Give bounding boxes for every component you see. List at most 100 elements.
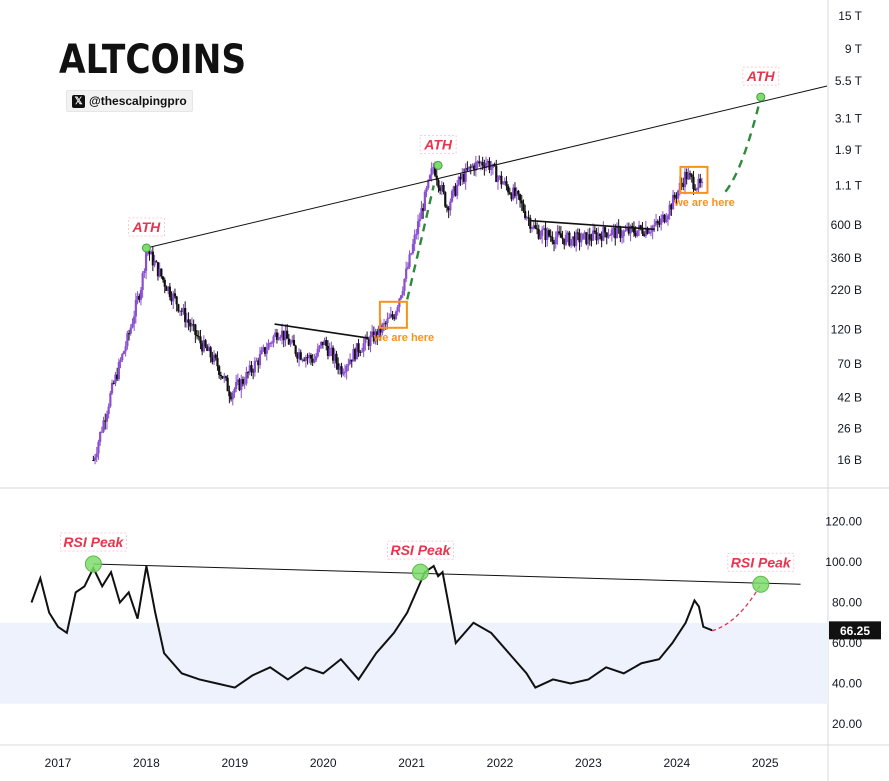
candle-body [631,225,634,228]
candle-body [673,194,676,198]
ath-marker [141,243,151,253]
candle-body [666,215,670,220]
ath-label-box [127,217,165,237]
candle-body [117,361,120,380]
candle-body [331,347,335,361]
candle-body [148,251,151,255]
candle-body [133,316,136,324]
rsi-peak-label: RSI Peak [390,542,451,558]
candle-body [274,332,277,337]
candle-body [360,351,364,353]
candle-body [282,330,285,341]
candle-body [155,261,158,263]
candle-body [592,230,595,241]
candle-body [675,197,678,199]
candle-body [262,347,265,351]
candle-body [209,347,212,358]
candle-body [389,314,392,318]
candle-body [238,379,241,391]
ath-marker [756,92,766,102]
price-tick-label: 120 B [831,322,862,336]
rsi-peak-label-box [59,532,127,552]
candle-body [658,223,661,225]
candle-body [246,372,250,374]
candle-body [195,334,199,337]
candle-body [418,219,421,222]
rsi-peak-label: RSI Peak [731,554,792,570]
candle-body [603,227,607,233]
rsi-peak-label-box [387,540,454,560]
candle-body [131,323,134,328]
price-tick-label: 1.1 T [835,179,863,193]
candle-body [100,431,103,433]
ath-resistance [146,85,828,249]
candle-body [539,235,542,239]
candle-body [320,341,323,346]
candle-body [263,347,267,354]
candle-body [551,236,554,242]
candle-body [325,340,328,346]
author-handle[interactable]: 𝕏 @thescalpingpro [66,90,193,112]
candles [92,155,704,465]
x-logo-icon: 𝕏 [72,94,85,108]
rsi-line [30,564,713,689]
candle-body [685,171,688,180]
candle-body [350,359,353,362]
candle-body [270,342,273,344]
candle-body [355,343,358,360]
candle-body [641,228,644,234]
candle-body [95,453,98,458]
candle-body [670,204,673,210]
candle-body [396,307,399,312]
candle-body [236,379,239,382]
candle-body [255,360,258,362]
candle-body [687,173,690,180]
candle-body [207,347,211,351]
candle-body [564,234,568,245]
candle-body [202,340,205,352]
candle-body [639,225,642,229]
candle-body [522,203,525,212]
candle-body [212,354,216,362]
candle-body [138,295,141,300]
candle-body [286,330,289,339]
candle-body [595,232,598,241]
candle-body [129,327,132,334]
candle-body [542,228,545,230]
candle-body [474,161,477,171]
candle-body [330,347,333,349]
time-tick-label: 2019 [221,756,248,770]
candle-body [347,363,350,366]
candle-body [116,374,119,380]
candle-body [376,331,379,338]
candle-body [233,389,236,393]
candle-body [440,185,443,191]
candle-body [602,227,605,241]
candle-body [415,233,418,235]
candle-body [216,357,219,367]
candle-body [462,173,466,182]
candle-body [252,371,255,373]
candle-body [529,218,532,229]
candle-body [187,319,190,323]
candle-body [541,229,544,236]
candle-body [588,234,591,240]
candle-body [581,233,585,240]
candle-body [459,176,462,180]
candle-body [153,261,156,266]
candle-body [634,232,637,236]
chart-title: ALTCOINS [59,37,247,83]
candle-body [221,375,224,379]
candle-body [549,235,552,237]
candle-body [517,190,520,195]
candle-body [314,356,318,361]
candle-body [680,182,683,184]
price-tick-label: 360 B [831,251,862,265]
candle-body [219,374,222,376]
candle-body [359,351,362,353]
ath-label: ATH [423,136,453,152]
candle-body [379,325,382,333]
candle-body [226,377,229,392]
candle-body [406,266,409,269]
candle-body [287,338,290,345]
